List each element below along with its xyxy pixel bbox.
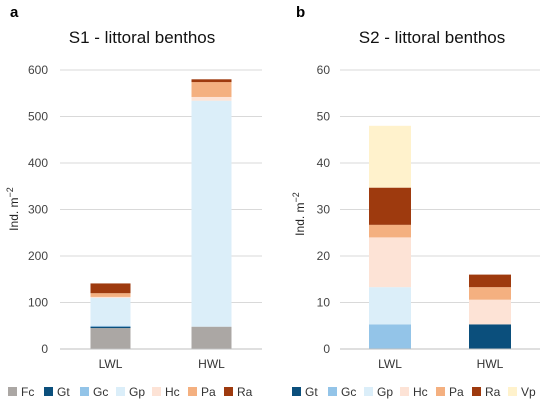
legend-label-gt: Gt bbox=[57, 385, 70, 399]
y-tick-label: 50 bbox=[317, 110, 331, 124]
y-tick-label: 0 bbox=[41, 342, 48, 356]
legend-label-ra: Ra bbox=[485, 385, 501, 399]
legend-label-vp: Vp bbox=[521, 385, 536, 399]
y-tick-label: 10 bbox=[317, 296, 331, 310]
bar-segment-vp-lwl bbox=[369, 125, 411, 188]
legend: Gt Gc Gp Hc Pa Ra Vp bbox=[292, 385, 536, 399]
legend-swatch-ra bbox=[224, 387, 233, 396]
legend-swatch-ra bbox=[472, 387, 481, 396]
bar-segment-hc-hwl bbox=[469, 299, 511, 325]
legend-label-pa: Pa bbox=[201, 385, 216, 399]
bar-segment-gc-lwl bbox=[90, 325, 131, 327]
y-tick-label: 20 bbox=[317, 249, 331, 263]
bar-segment-fc-hwl bbox=[191, 326, 232, 349]
x-tick-label: HWL bbox=[477, 357, 504, 371]
legend-swatch-gp bbox=[116, 387, 125, 396]
legend-swatch-hc bbox=[152, 387, 161, 396]
bar-segment-gp-hwl bbox=[191, 100, 232, 327]
x-tick-label: LWL bbox=[378, 357, 402, 371]
legend-label-gc: Gc bbox=[341, 385, 356, 399]
legend-swatch-vp bbox=[508, 387, 517, 396]
y-tick-label: 400 bbox=[28, 156, 48, 170]
bar-segment-gp-lwl bbox=[369, 287, 411, 325]
y-tick-label: 30 bbox=[317, 203, 331, 217]
legend: Fc Gt Gc Gp Hc Pa Ra bbox=[8, 385, 253, 399]
chart-title: S2 - littoral benthos bbox=[359, 28, 505, 47]
legend-label-gp: Gp bbox=[129, 385, 145, 399]
bar-segment-gp-lwl bbox=[90, 297, 131, 326]
y-tick-label: 40 bbox=[317, 156, 331, 170]
legend-label-hc: Hc bbox=[165, 385, 180, 399]
chart-panel-a: a S1 - littoral benthos Ind. m−2 0 100 200 300… bbox=[5, 4, 262, 399]
legend-swatch-pa bbox=[436, 387, 445, 396]
legend-swatch-gt bbox=[292, 387, 301, 396]
y-axis-label-superscript: −2 bbox=[291, 192, 301, 202]
legend-swatch-pa bbox=[188, 387, 197, 396]
chart-title: S1 - littoral benthos bbox=[69, 28, 215, 47]
legend-label-gp: Gp bbox=[377, 385, 393, 399]
y-tick-label: 300 bbox=[28, 203, 48, 217]
bar-segment-ra-hwl bbox=[469, 274, 511, 288]
legend-swatch-gp bbox=[364, 387, 373, 396]
bar-segment-pa-lwl bbox=[369, 224, 411, 238]
legend-label-gt: Gt bbox=[305, 385, 318, 399]
y-tick-label: 200 bbox=[28, 249, 48, 263]
panel-label: b bbox=[296, 4, 305, 21]
legend-swatch-fc bbox=[8, 387, 17, 396]
panel-label: a bbox=[10, 4, 19, 21]
chart-panel-b: b S2 - littoral benthos Ind. m−2 0 10 20 30 40 5… bbox=[291, 4, 540, 399]
bar-segment-hc-lwl bbox=[90, 296, 131, 298]
bar-segment-gc-lwl bbox=[369, 324, 411, 349]
bar-segment-ra-lwl bbox=[369, 187, 411, 225]
y-tick-label: 500 bbox=[28, 110, 48, 124]
legend-label-pa: Pa bbox=[449, 385, 464, 399]
x-tick-label: LWL bbox=[99, 357, 123, 371]
legend-label-fc: Fc bbox=[21, 385, 34, 399]
legend-label-hc: Hc bbox=[413, 385, 428, 399]
y-axis-label: Ind. m−2 bbox=[291, 192, 307, 236]
bar-segment-pa-hwl bbox=[469, 287, 511, 300]
bar-segment-gt-hwl bbox=[469, 324, 511, 349]
bar-segment-hc-lwl bbox=[369, 237, 411, 288]
legend-swatch-gc bbox=[80, 387, 89, 396]
bar-segment-ra-hwl bbox=[191, 79, 232, 83]
bar-segment-pa-hwl bbox=[191, 82, 232, 97]
y-tick-label: 0 bbox=[323, 342, 330, 356]
bar-segment-fc-lwl bbox=[90, 328, 131, 349]
legend-swatch-gc bbox=[328, 387, 337, 396]
y-tick-label: 60 bbox=[317, 63, 331, 77]
legend-swatch-gt bbox=[44, 387, 53, 396]
y-axis-label: Ind. m−2 bbox=[5, 187, 21, 231]
bar-segment-gt-lwl bbox=[90, 326, 131, 329]
y-tick-label: 100 bbox=[28, 296, 48, 310]
bar-segment-ra-lwl bbox=[90, 283, 131, 294]
x-tick-label: HWL bbox=[198, 357, 225, 371]
bar-segment-hc-hwl bbox=[191, 96, 232, 101]
bar-segment-pa-lwl bbox=[90, 293, 131, 297]
y-axis-label-superscript: −2 bbox=[5, 187, 15, 197]
legend-label-ra: Ra bbox=[237, 385, 253, 399]
legend-label-gc: Gc bbox=[93, 385, 108, 399]
y-tick-label: 600 bbox=[28, 63, 48, 77]
legend-swatch-hc bbox=[400, 387, 409, 396]
